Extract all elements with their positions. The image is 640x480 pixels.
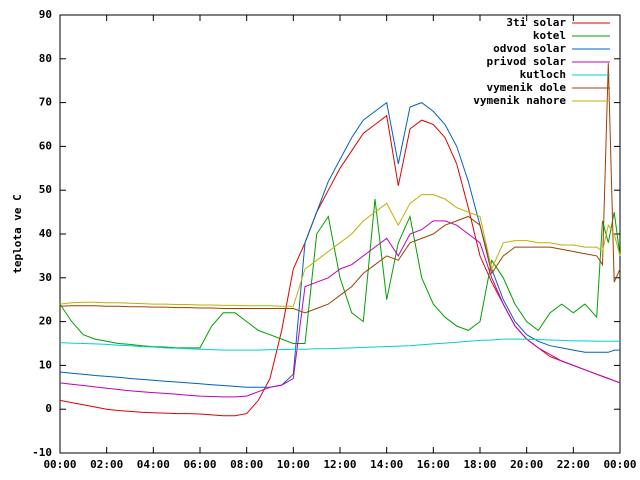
series-line	[59, 338, 620, 351]
y-tick-label: 90	[39, 8, 52, 21]
legend-label: vymenik nahore	[473, 94, 566, 107]
y-tick-label: 80	[39, 52, 52, 65]
x-tick-label: 06:00	[183, 458, 216, 471]
y-tick-label: 40	[39, 227, 52, 240]
legend-label: privod solar	[487, 55, 567, 68]
legend-label: odvod solar	[493, 42, 566, 55]
legend-label: kutloch	[520, 68, 566, 81]
y-tick-label: 50	[39, 183, 52, 196]
series-line	[59, 198, 621, 349]
x-tick-label: 18:00	[463, 458, 496, 471]
series-line	[59, 63, 621, 314]
x-tick-label: 04:00	[137, 458, 170, 471]
x-tick-label: 10:00	[277, 458, 310, 471]
y-axis-label: teplota ve C	[11, 194, 24, 273]
y-tick-label: 20	[39, 315, 52, 328]
x-tick-label: 12:00	[323, 458, 356, 471]
x-tick-label: 20:00	[510, 458, 543, 471]
y-tick-label: 60	[39, 139, 52, 152]
x-tick-label: 14:00	[370, 458, 403, 471]
series-line	[59, 194, 621, 307]
y-tick-label: 0	[45, 402, 52, 415]
x-tick-label: 00:00	[603, 458, 636, 471]
legend-label: vymenik dole	[487, 81, 567, 94]
y-tick-label: 10	[39, 358, 52, 371]
x-tick-label: 08:00	[230, 458, 263, 471]
y-tick-label: 30	[39, 271, 52, 284]
series-line	[59, 101, 620, 388]
legend-label: 3ti solar	[506, 16, 566, 29]
y-tick-label: 70	[39, 96, 52, 109]
x-tick-label: 22:00	[557, 458, 590, 471]
series-line	[59, 114, 621, 417]
x-tick-label: 16:00	[417, 458, 450, 471]
y-tick-label: -10	[32, 446, 52, 459]
x-tick-label: 02:00	[90, 458, 123, 471]
x-tick-label: 00:00	[43, 458, 76, 471]
series-line	[59, 220, 621, 398]
legend-label: kotel	[533, 29, 566, 42]
